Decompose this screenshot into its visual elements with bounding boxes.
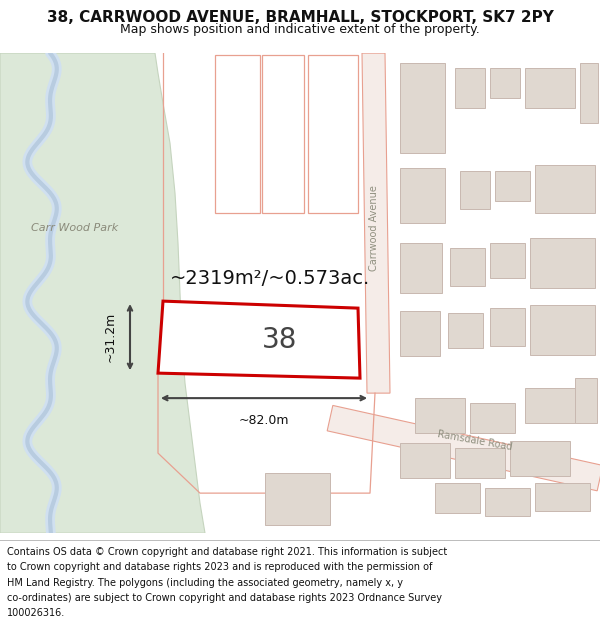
Bar bbox=[450, 248, 485, 286]
Bar bbox=[510, 441, 570, 476]
Bar bbox=[525, 68, 575, 108]
Bar bbox=[400, 243, 442, 293]
Bar bbox=[535, 165, 595, 213]
Bar bbox=[460, 171, 490, 209]
Polygon shape bbox=[0, 53, 205, 533]
Bar bbox=[490, 308, 525, 346]
Text: Ramsdale Road: Ramsdale Road bbox=[437, 429, 513, 452]
Bar bbox=[435, 483, 480, 513]
Polygon shape bbox=[158, 301, 360, 378]
Text: 38, CARRWOOD AVENUE, BRAMHALL, STOCKPORT, SK7 2PY: 38, CARRWOOD AVENUE, BRAMHALL, STOCKPORT… bbox=[47, 11, 553, 26]
Bar bbox=[485, 488, 530, 516]
Bar bbox=[415, 398, 465, 433]
Bar bbox=[490, 68, 520, 98]
Text: ~2319m²/~0.573ac.: ~2319m²/~0.573ac. bbox=[170, 269, 370, 288]
Polygon shape bbox=[362, 53, 390, 393]
Bar bbox=[495, 171, 530, 201]
Bar bbox=[490, 243, 525, 278]
Text: ~82.0m: ~82.0m bbox=[239, 414, 289, 427]
Bar bbox=[580, 63, 598, 123]
Bar bbox=[400, 63, 445, 153]
Bar bbox=[400, 443, 450, 478]
Text: HM Land Registry. The polygons (including the associated geometry, namely x, y: HM Land Registry. The polygons (includin… bbox=[7, 578, 403, 587]
Bar bbox=[448, 313, 483, 348]
Text: 38: 38 bbox=[262, 326, 298, 354]
Bar bbox=[525, 388, 580, 423]
Bar bbox=[455, 448, 505, 478]
Text: ~31.2m: ~31.2m bbox=[104, 312, 116, 362]
Text: Contains OS data © Crown copyright and database right 2021. This information is : Contains OS data © Crown copyright and d… bbox=[7, 548, 448, 558]
Text: to Crown copyright and database rights 2023 and is reproduced with the permissio: to Crown copyright and database rights 2… bbox=[7, 562, 433, 572]
Polygon shape bbox=[327, 406, 600, 491]
Bar bbox=[530, 305, 595, 355]
Bar bbox=[535, 483, 590, 511]
Text: Carrwood Avenue: Carrwood Avenue bbox=[369, 185, 379, 271]
Bar bbox=[455, 68, 485, 108]
Text: 100026316.: 100026316. bbox=[7, 608, 65, 618]
Text: Carr Wood Park: Carr Wood Park bbox=[31, 223, 119, 233]
Bar bbox=[530, 238, 595, 288]
Text: co-ordinates) are subject to Crown copyright and database rights 2023 Ordnance S: co-ordinates) are subject to Crown copyr… bbox=[7, 592, 442, 602]
Bar bbox=[400, 311, 440, 356]
Bar bbox=[575, 378, 597, 423]
Bar bbox=[265, 473, 330, 525]
Text: Map shows position and indicative extent of the property.: Map shows position and indicative extent… bbox=[120, 22, 480, 36]
Bar bbox=[400, 168, 445, 223]
Bar bbox=[470, 403, 515, 433]
